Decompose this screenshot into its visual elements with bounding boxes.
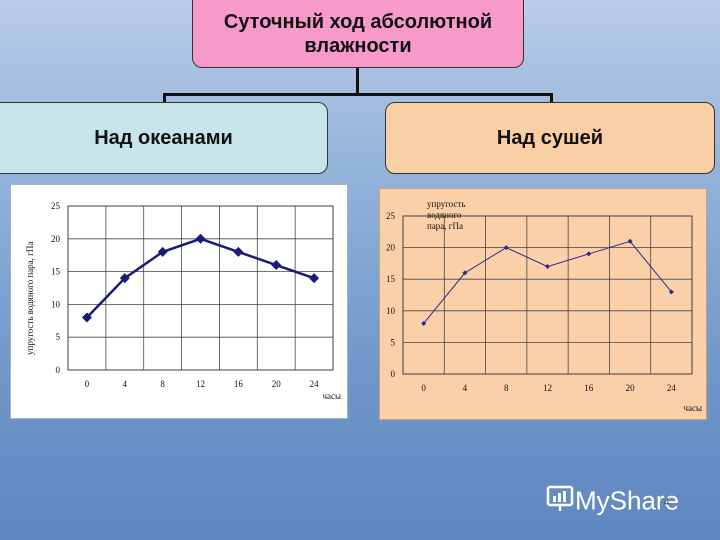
y-tick-label: 25 <box>386 211 396 221</box>
y-tick-label: 10 <box>51 299 61 309</box>
x-tick-label: 24 <box>667 383 677 393</box>
data-point <box>503 245 509 251</box>
logo-text: MyShare <box>575 485 680 516</box>
data-point <box>157 246 168 257</box>
plot-area <box>67 205 334 371</box>
y-axis-label-line: водяного <box>427 210 462 220</box>
tree-connector-left <box>163 93 166 103</box>
plot-area <box>402 215 693 375</box>
x-tick-label: 16 <box>234 379 244 389</box>
x-tick-label: 0 <box>85 379 90 389</box>
x-tick-label: 8 <box>160 379 165 389</box>
x-axis-label: часы <box>683 403 702 413</box>
land-branch-label: Над сушей <box>496 126 604 149</box>
ocean-chart-panel: 0 5 10 15 20 25 0 4 8 12 16 20 24 часы упругость водян… <box>10 184 348 419</box>
tree-connector-right <box>550 93 553 103</box>
data-point <box>81 312 92 323</box>
y-tick-label: 0 <box>391 369 396 379</box>
y-tick-label: 25 <box>51 201 61 211</box>
ocean-branch-label: Над океанами <box>94 126 233 149</box>
data-point <box>421 320 427 326</box>
x-tick-label: 20 <box>626 383 636 393</box>
page-number: 4 <box>664 497 670 508</box>
title-line-2: влажности <box>304 34 412 57</box>
data-point <box>627 238 633 244</box>
data-point <box>271 260 282 271</box>
presentation-board-icon <box>545 484 575 521</box>
data-point <box>586 251 592 257</box>
tree-connector-horizontal <box>163 93 553 96</box>
x-tick-label: 4 <box>123 379 128 389</box>
x-tick-label: 12 <box>543 383 552 393</box>
y-tick-label: 5 <box>391 337 396 347</box>
data-point <box>462 270 468 276</box>
data-point <box>545 264 550 270</box>
data-point <box>233 246 244 257</box>
y-tick-label: 20 <box>51 234 61 244</box>
land-chart: 0 5 10 15 20 25 0 4 8 12 16 20 24 часы упругостьводяно… <box>386 199 702 413</box>
y-tick-label: 10 <box>386 306 396 316</box>
y-tick-label: 15 <box>386 274 396 284</box>
data-point <box>195 233 206 244</box>
data-point <box>668 289 674 295</box>
land-branch-box: Над сушей <box>385 102 715 174</box>
x-tick-label: 24 <box>310 379 320 389</box>
y-axis-label: упругость водяного пара, гПа <box>25 242 35 355</box>
title-line-1: Суточный ход абсолютной <box>223 10 493 33</box>
x-tick-label: 16 <box>584 383 594 393</box>
y-axis-label-line: пара, гПа <box>427 221 463 231</box>
tree-connector-vertical <box>356 68 359 95</box>
x-tick-label: 0 <box>421 383 426 393</box>
x-tick-label: 4 <box>463 383 468 393</box>
x-axis-label: часы <box>322 391 341 401</box>
y-tick-label: 15 <box>51 267 61 277</box>
title-box: Суточный ход абсолютной влажности <box>192 0 524 68</box>
y-tick-label: 5 <box>56 332 61 342</box>
y-axis-label-line: упругость <box>427 199 465 209</box>
land-chart-panel: 0 5 10 15 20 25 0 4 8 12 16 20 24 часы упругость водяно… <box>379 188 707 420</box>
data-point <box>309 273 320 284</box>
myshare-logo: MyShare <box>545 484 679 521</box>
x-tick-label: 8 <box>504 383 509 393</box>
x-tick-label: 12 <box>196 379 205 389</box>
y-tick-label: 0 <box>56 365 61 375</box>
ocean-branch-box: Над океанами <box>0 102 328 174</box>
x-tick-label: 20 <box>272 379 282 389</box>
y-tick-label: 20 <box>386 243 396 253</box>
data-point <box>119 273 130 284</box>
